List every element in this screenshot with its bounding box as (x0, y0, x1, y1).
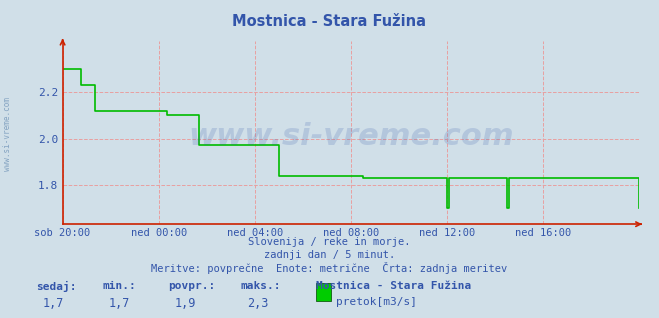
Text: pretok[m3/s]: pretok[m3/s] (336, 297, 417, 307)
Text: 1,7: 1,7 (109, 297, 130, 310)
Text: zadnji dan / 5 minut.: zadnji dan / 5 minut. (264, 250, 395, 259)
Text: www.si-vreme.com: www.si-vreme.com (3, 97, 13, 170)
Text: Slovenija / reke in morje.: Slovenija / reke in morje. (248, 237, 411, 247)
Text: sedaj:: sedaj: (36, 281, 76, 293)
Text: 2,3: 2,3 (247, 297, 268, 310)
Text: Mostnica - Stara Fužina: Mostnica - Stara Fužina (316, 281, 472, 291)
Text: 1,7: 1,7 (43, 297, 64, 310)
Text: povpr.:: povpr.: (168, 281, 215, 291)
Text: Meritve: povprečne  Enote: metrične  Črta: zadnja meritev: Meritve: povprečne Enote: metrične Črta:… (152, 262, 507, 274)
Text: Mostnica - Stara Fužina: Mostnica - Stara Fužina (233, 14, 426, 29)
Text: min.:: min.: (102, 281, 136, 291)
Text: maks.:: maks.: (241, 281, 281, 291)
Text: www.si-vreme.com: www.si-vreme.com (188, 122, 514, 151)
Text: 1,9: 1,9 (175, 297, 196, 310)
